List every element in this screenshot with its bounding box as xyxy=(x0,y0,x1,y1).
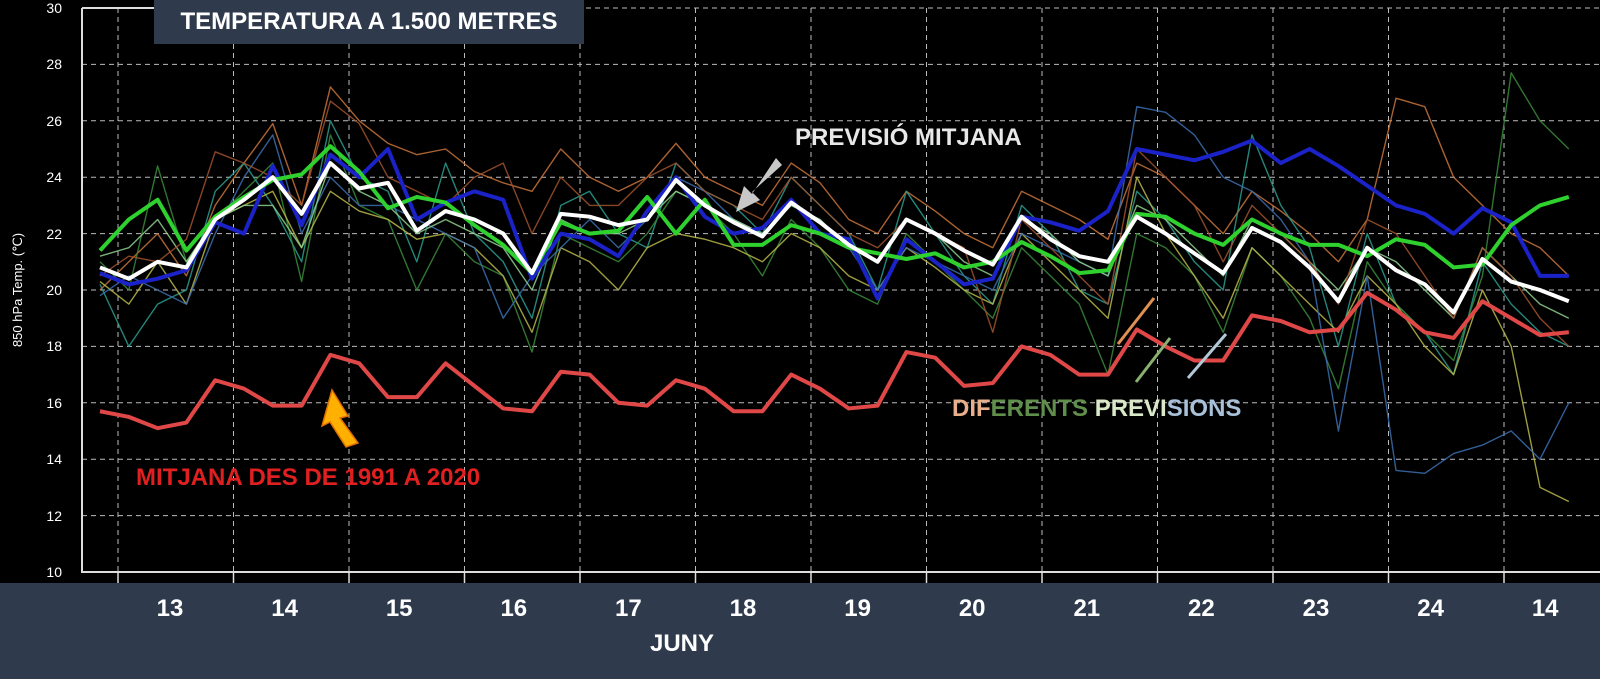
climate-mean-label: MITJANA DES DE 1991 A 2020 xyxy=(136,464,481,491)
members-arrow-green xyxy=(1134,337,1172,383)
x-tick-label: 22 xyxy=(1188,595,1215,622)
x-tick-label: 16 xyxy=(500,595,528,622)
members-label-part: DIF xyxy=(952,395,991,422)
x-tick-label: 20 xyxy=(958,595,986,622)
series-lines xyxy=(98,72,1570,503)
y-tick-label: 30 xyxy=(46,0,62,16)
y-tick-label: 20 xyxy=(46,282,62,298)
members-label-part: PREVI xyxy=(1088,395,1167,422)
x-tick-label: 19 xyxy=(844,595,871,622)
members-label-part: ERENTS xyxy=(990,395,1089,422)
series-line-control xyxy=(98,144,1570,276)
members-label: DIFERENTS PREVISIONS xyxy=(952,395,1241,423)
members-arrow-orange xyxy=(1116,297,1156,345)
x-tick-label: 23 xyxy=(1302,595,1330,622)
series-line-operational xyxy=(99,138,1569,301)
mean-arrow-icon xyxy=(736,158,782,212)
chart-title: TEMPERATURA A 1.500 METRES xyxy=(154,0,584,44)
members-arrow-blue xyxy=(1186,333,1228,379)
series-line-member-4 xyxy=(99,176,1570,503)
axis-frame xyxy=(81,8,1600,573)
y-tick-label: 26 xyxy=(46,112,62,129)
x-tick-label: 18 xyxy=(729,595,757,622)
x-tick-label: 17 xyxy=(615,595,642,622)
y-tick-label: 10 xyxy=(46,564,62,580)
y-tick-label: 14 xyxy=(46,451,62,468)
x-tick-label: 24 xyxy=(1417,595,1444,622)
series-line-mitjana-des-de-1991-a-2020 xyxy=(99,290,1569,431)
series-line-member-3 xyxy=(99,72,1570,390)
members-label-part: SIONS xyxy=(1166,395,1242,422)
x-tick-label: 13 xyxy=(156,595,184,622)
series-line-previsi-mitjana xyxy=(99,161,1570,315)
y-tick-label: 18 xyxy=(46,338,62,355)
x-tick-label: 14 xyxy=(271,595,298,622)
mean-forecast-label: PREVISIÓ MITJANA xyxy=(795,124,1022,151)
x-tick-label: 21 xyxy=(1073,595,1101,622)
annotation-arrows xyxy=(320,158,1228,448)
x-tick-label: 15 xyxy=(385,595,413,622)
y-tick-label: 12 xyxy=(46,507,62,524)
x-axis-title: JUNY xyxy=(649,630,715,657)
climate-arrow-icon xyxy=(320,388,360,448)
series-line-member-1 xyxy=(99,86,1570,291)
x-tick-label: 14 xyxy=(1531,595,1559,622)
y-tick-label: 28 xyxy=(46,56,62,73)
y-tick-label: 16 xyxy=(46,394,62,411)
x-axis-band xyxy=(0,583,1600,679)
grid xyxy=(81,7,1600,583)
y-tick-label: 22 xyxy=(46,225,62,242)
y-axis-label: 850 hPa Temp. (℃) xyxy=(10,232,25,348)
y-tick-label: 24 xyxy=(46,169,62,186)
